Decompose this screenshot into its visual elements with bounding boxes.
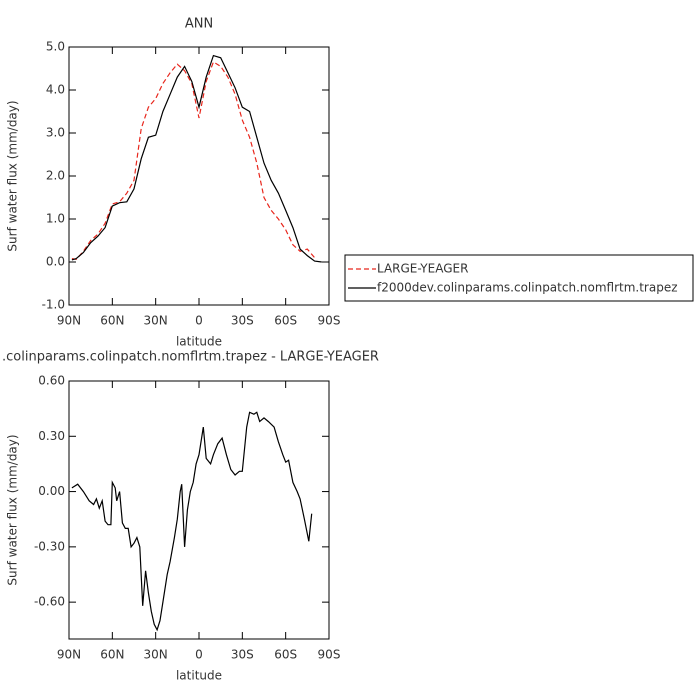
y-tick-label: 0.00 xyxy=(38,484,65,498)
y-tick-label: 5.0 xyxy=(46,40,65,54)
y-axis-label: Surf water flux (mm/day) xyxy=(6,100,20,251)
legend-box xyxy=(344,254,694,302)
y-tick-label: 3.0 xyxy=(46,126,65,140)
x-tick-label: 30S xyxy=(231,648,254,662)
plot-frame xyxy=(68,380,330,640)
y-tick-label: -0.30 xyxy=(34,539,65,553)
x-tick-label: 60N xyxy=(100,648,124,662)
x-tick-label: 30N xyxy=(144,648,168,662)
chart-title: .colinparams.colinpatch.nomflrtm.trapez … xyxy=(2,350,379,365)
chart-title: ANN xyxy=(185,17,213,32)
y-tick-label: -1.0 xyxy=(42,298,65,312)
y-tick-label: 0.0 xyxy=(46,255,65,269)
y-tick-label: 0.60 xyxy=(38,374,65,388)
y-tick-label: 0.30 xyxy=(38,429,65,443)
x-tick-label: 90S xyxy=(318,314,341,328)
y-tick-label: -0.60 xyxy=(34,595,65,609)
legend-label: LARGE-YEAGER xyxy=(377,262,468,276)
y-axis-label: Surf water flux (mm/day) xyxy=(6,434,20,585)
data-line xyxy=(71,411,313,632)
x-tick-label: 0 xyxy=(195,314,203,328)
x-tick-label: 90S xyxy=(318,648,341,662)
plot-frame xyxy=(68,46,330,306)
x-tick-label: 60S xyxy=(274,648,297,662)
data-line xyxy=(71,54,322,263)
y-tick-label: 1.0 xyxy=(46,212,65,226)
x-axis-label: latitude xyxy=(176,669,222,683)
x-tick-label: 30S xyxy=(231,314,254,328)
x-tick-label: 90N xyxy=(57,314,81,328)
legend-label: f2000dev.colinparams.colinpatch.nomflrtm… xyxy=(377,281,678,295)
x-tick-label: 0 xyxy=(195,648,203,662)
x-tick-label: 30N xyxy=(144,314,168,328)
x-tick-label: 90N xyxy=(57,648,81,662)
x-tick-label: 60N xyxy=(100,314,124,328)
x-tick-label: 60S xyxy=(274,314,297,328)
y-tick-label: 2.0 xyxy=(46,169,65,183)
x-axis-label: latitude xyxy=(176,335,222,349)
data-line xyxy=(71,61,316,261)
y-tick-label: 4.0 xyxy=(46,83,65,97)
